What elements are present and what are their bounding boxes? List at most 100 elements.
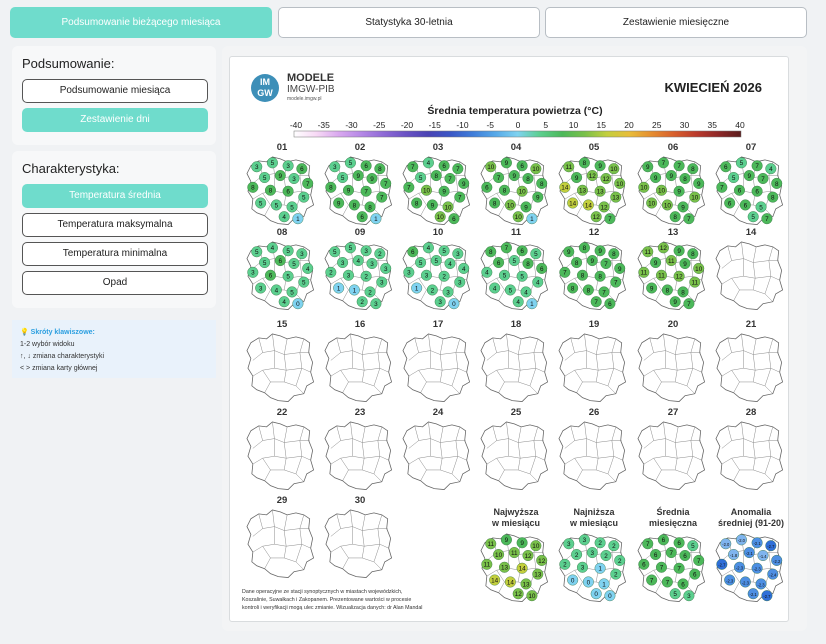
daily-listing-button[interactable]: Zestawienie dni <box>22 108 208 132</box>
station-value: 8 <box>771 194 775 201</box>
station-value: 12 <box>601 204 609 211</box>
station-marker <box>360 160 372 172</box>
station-marker <box>442 201 454 213</box>
station-value: 12 <box>602 176 610 183</box>
poland-outline <box>637 421 706 490</box>
station-marker <box>532 276 544 288</box>
station-value: 7 <box>594 299 598 306</box>
station-value: 6 <box>269 273 273 280</box>
station-marker <box>452 248 464 260</box>
station-marker <box>342 269 354 281</box>
station-value: 5 <box>759 204 763 211</box>
station-value: 1 <box>337 285 341 292</box>
station-marker <box>576 269 588 281</box>
station-value: 5 <box>333 249 337 256</box>
day-label: 21 <box>746 319 757 330</box>
station-marker <box>657 534 669 546</box>
station-value: 3 <box>446 289 450 296</box>
voivodeship-borders <box>330 509 389 570</box>
station-value: 6 <box>520 248 524 255</box>
station-value: 5 <box>290 204 294 211</box>
station-marker <box>767 191 779 203</box>
main-panel: IM GW MODELE IMGW-PIB modele.imgw.pl KWI… <box>222 46 807 631</box>
station-value: 6 <box>677 540 681 547</box>
station-value: 3 <box>425 273 429 280</box>
station-value: -2.3 <box>754 567 762 572</box>
station-marker <box>733 184 745 196</box>
station-value: 7 <box>666 579 670 586</box>
station-value: 2 <box>431 287 435 294</box>
station-value: 7 <box>608 216 612 223</box>
day-label: 12 <box>589 227 600 238</box>
month-summary-button[interactable]: Podsumowanie miesiąca <box>22 79 208 103</box>
month-title: KWIECIEŃ 2026 <box>664 80 762 95</box>
keyboard-shortcuts-box: 💡 Skróty klawiszowe: 1-2 wybór widoku ↑,… <box>12 320 216 378</box>
station-marker <box>610 191 622 203</box>
station-marker <box>292 213 304 225</box>
station-marker <box>571 549 583 561</box>
station-marker <box>380 262 392 274</box>
day-map: 35 3 65 9 378 8 655 5 54 1 <box>246 156 315 225</box>
poster-canvas: IM GW MODELE IMGW-PIB modele.imgw.pl KWI… <box>242 72 784 611</box>
tab-30-year-statistics[interactable]: Statystyka 30-letnia <box>278 7 540 38</box>
footer-note-line-1: Dane operacyjne ze stacji synoptycznych … <box>242 589 402 595</box>
voivodeship-borders <box>721 333 780 394</box>
station-marker <box>646 282 658 294</box>
legend-tick-label: -10 <box>456 120 469 130</box>
legend-tick-label: 25 <box>652 120 662 130</box>
station-marker <box>578 534 590 546</box>
station-value: 3 <box>374 301 378 308</box>
station-marker <box>344 157 356 169</box>
legend-tick-label: 35 <box>708 120 718 130</box>
station-marker <box>516 562 528 574</box>
mean-temperature-button[interactable]: Temperatura średnia <box>22 184 208 208</box>
station-marker <box>374 248 386 260</box>
station-value: 6 <box>485 185 489 192</box>
station-marker <box>286 286 298 298</box>
tab-current-month-summary[interactable]: Podsumowanie bieżącego miesiąca <box>10 7 272 38</box>
station-marker <box>598 286 610 298</box>
station-marker <box>259 172 271 184</box>
voivodeship-borders <box>564 421 623 482</box>
logo-badge <box>251 74 279 102</box>
station-value: 8 <box>612 251 616 258</box>
summary-map-subtitle: w miesiącu <box>491 518 540 528</box>
station-marker <box>325 266 337 278</box>
min-temperature-button[interactable]: Temperatura minimalna <box>22 242 208 266</box>
day-label: 08 <box>277 227 288 238</box>
station-marker <box>452 163 464 175</box>
station-value: 5 <box>509 287 513 294</box>
station-value: 8 <box>329 185 333 192</box>
station-marker <box>724 574 736 586</box>
station-marker <box>751 185 763 197</box>
station-marker <box>642 538 654 550</box>
station-marker <box>600 550 612 561</box>
precipitation-button[interactable]: Opad <box>22 271 208 295</box>
footer-note-line-2: Koszalinie, Suwałkach i Zakopanem. Preze… <box>242 597 411 603</box>
station-value: 11 <box>644 249 651 256</box>
summary-map: 33 2 22 3 222 3 120 0 10 0 <box>558 533 627 602</box>
station-marker <box>743 170 755 182</box>
station-value: 3 <box>384 266 388 273</box>
tab-monthly-summary[interactable]: Zestawienie miesięczne <box>545 7 807 38</box>
station-value: 7 <box>407 185 411 192</box>
station-value: -2.1 <box>754 541 762 546</box>
day-label: 13 <box>668 227 679 238</box>
station-marker <box>454 191 466 203</box>
station-value: 3 <box>583 537 587 544</box>
station-marker <box>489 282 501 294</box>
station-value: 13 <box>612 194 620 201</box>
station-value: 6 <box>442 163 446 170</box>
station-value: 7 <box>646 541 650 548</box>
station-value: 12 <box>593 214 601 221</box>
station-value: 13 <box>534 571 542 578</box>
max-temperature-button[interactable]: Temperatura maksymalna <box>22 213 208 237</box>
station-value: 5 <box>419 175 423 182</box>
station-value: 3 <box>591 550 595 557</box>
station-value: 11 <box>511 550 518 557</box>
station-marker <box>604 213 616 225</box>
station-value: 3 <box>370 261 374 268</box>
station-value: 7 <box>755 163 759 170</box>
